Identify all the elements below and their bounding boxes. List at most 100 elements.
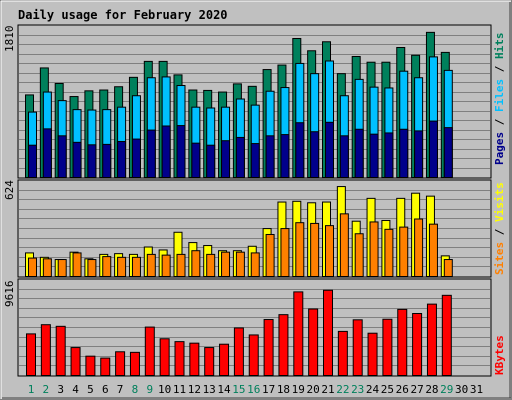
bar-pages bbox=[369, 133, 379, 178]
bar-sites bbox=[221, 251, 231, 278]
bar-sites bbox=[443, 259, 453, 277]
x-tick-label: 6 bbox=[102, 383, 109, 396]
bar-pages bbox=[191, 142, 201, 178]
bar-sites bbox=[295, 222, 305, 277]
bar-sites bbox=[354, 233, 364, 277]
x-tick-label: 29 bbox=[440, 383, 453, 396]
bar-kbytes bbox=[115, 351, 126, 377]
x-tick-label: 8 bbox=[132, 383, 139, 396]
bar-kbytes bbox=[129, 351, 140, 377]
bar-pages bbox=[354, 128, 364, 179]
legend-kbytes: KBytes bbox=[493, 335, 506, 375]
x-tick-label: 23 bbox=[351, 383, 364, 396]
x-tick-label: 11 bbox=[173, 383, 186, 396]
x-tick-label: 14 bbox=[217, 383, 231, 396]
x-tick-label: 5 bbox=[87, 383, 94, 396]
bar-pages bbox=[28, 144, 37, 179]
bar-kbytes bbox=[293, 291, 304, 377]
bar-sites bbox=[72, 252, 82, 278]
bar-kbytes bbox=[70, 347, 81, 377]
bar-sites bbox=[57, 259, 67, 277]
bar-kbytes bbox=[189, 342, 200, 376]
x-tick-label: 15 bbox=[232, 383, 245, 396]
x-tick-label: 9 bbox=[146, 383, 153, 396]
bar-sites bbox=[265, 233, 275, 278]
bar-sites bbox=[414, 218, 424, 277]
x-tick-label: 7 bbox=[117, 383, 124, 396]
bar-pages bbox=[87, 144, 97, 178]
bar-kbytes bbox=[40, 324, 51, 377]
x-tick-label: 19 bbox=[292, 383, 305, 396]
bar-kbytes bbox=[204, 347, 215, 377]
bar-kbytes bbox=[248, 334, 259, 376]
bar-pages bbox=[399, 128, 409, 179]
bar-sites bbox=[87, 259, 97, 277]
legend-visits: Visits bbox=[493, 182, 506, 222]
bar-kbytes bbox=[159, 338, 170, 376]
bar-pages bbox=[280, 134, 290, 178]
bar-kbytes bbox=[55, 325, 66, 377]
bar-sites bbox=[235, 251, 245, 278]
bar-pages bbox=[102, 143, 112, 178]
bar-pages bbox=[310, 131, 320, 178]
x-tick-label: 31 bbox=[470, 383, 483, 396]
bar-pages bbox=[265, 135, 275, 178]
x-tick-label: 25 bbox=[381, 383, 394, 396]
bar-kbytes bbox=[323, 289, 333, 376]
bar-kbytes bbox=[426, 303, 437, 376]
bar-pages bbox=[428, 120, 438, 178]
bar-kbytes bbox=[233, 327, 244, 376]
bar-pages bbox=[414, 130, 424, 178]
bar-sites bbox=[191, 250, 201, 277]
bar-sites bbox=[131, 256, 141, 278]
bar-sites bbox=[28, 257, 37, 278]
bar-kbytes bbox=[219, 343, 230, 376]
bar-sites bbox=[399, 226, 409, 278]
x-tick-label: 4 bbox=[72, 383, 79, 396]
x-tick-label: 20 bbox=[307, 383, 320, 396]
legend-pages: Pages bbox=[493, 132, 506, 165]
bar-sites bbox=[146, 253, 156, 277]
bar-kbytes bbox=[337, 330, 348, 377]
bar-kbytes bbox=[412, 313, 423, 376]
bar-sites bbox=[384, 228, 394, 277]
panel3-ymax-label: 9616 bbox=[3, 281, 16, 308]
x-tick-label: 18 bbox=[277, 383, 290, 396]
bar-kbytes bbox=[85, 355, 96, 377]
bar-pages bbox=[176, 125, 186, 178]
bar-kbytes bbox=[367, 332, 378, 377]
panel2-side-legend: Sites / Visits bbox=[493, 182, 506, 275]
bar-pages bbox=[131, 138, 141, 178]
bar-pages bbox=[146, 129, 156, 178]
bar-sites bbox=[325, 225, 334, 277]
bar-pages bbox=[339, 135, 349, 178]
x-tick-label: 27 bbox=[410, 383, 423, 396]
bar-kbytes bbox=[144, 326, 155, 376]
bar-pages bbox=[235, 136, 245, 178]
bar-pages bbox=[161, 125, 171, 179]
x-tick-label: 1 bbox=[28, 383, 35, 396]
x-tick-label: 22 bbox=[336, 383, 349, 396]
bar-kbytes bbox=[441, 294, 452, 376]
bar-pages bbox=[443, 127, 453, 178]
bar-kbytes bbox=[26, 333, 36, 377]
bar-pages bbox=[325, 121, 334, 179]
x-tick-label: 24 bbox=[366, 383, 380, 396]
x-tick-label: 21 bbox=[321, 383, 334, 396]
bar-kbytes bbox=[174, 341, 185, 376]
x-tick-label: 26 bbox=[396, 383, 409, 396]
bar-sites bbox=[310, 222, 320, 278]
x-tick-label: 30 bbox=[455, 383, 468, 396]
x-tick-label: 3 bbox=[57, 383, 64, 396]
bar-kbytes bbox=[278, 314, 289, 377]
chart-title: Daily usage for February 2020 bbox=[18, 8, 228, 22]
x-tick-label: 12 bbox=[188, 383, 201, 396]
bar-sites bbox=[161, 254, 171, 277]
legend-hits: Hits bbox=[493, 33, 506, 60]
x-tick-label: 13 bbox=[203, 383, 216, 396]
bar-kbytes bbox=[352, 319, 363, 377]
bar-kbytes bbox=[382, 318, 393, 377]
bar-pages bbox=[72, 141, 82, 179]
panel3-side-legend: KBytes bbox=[493, 335, 506, 375]
